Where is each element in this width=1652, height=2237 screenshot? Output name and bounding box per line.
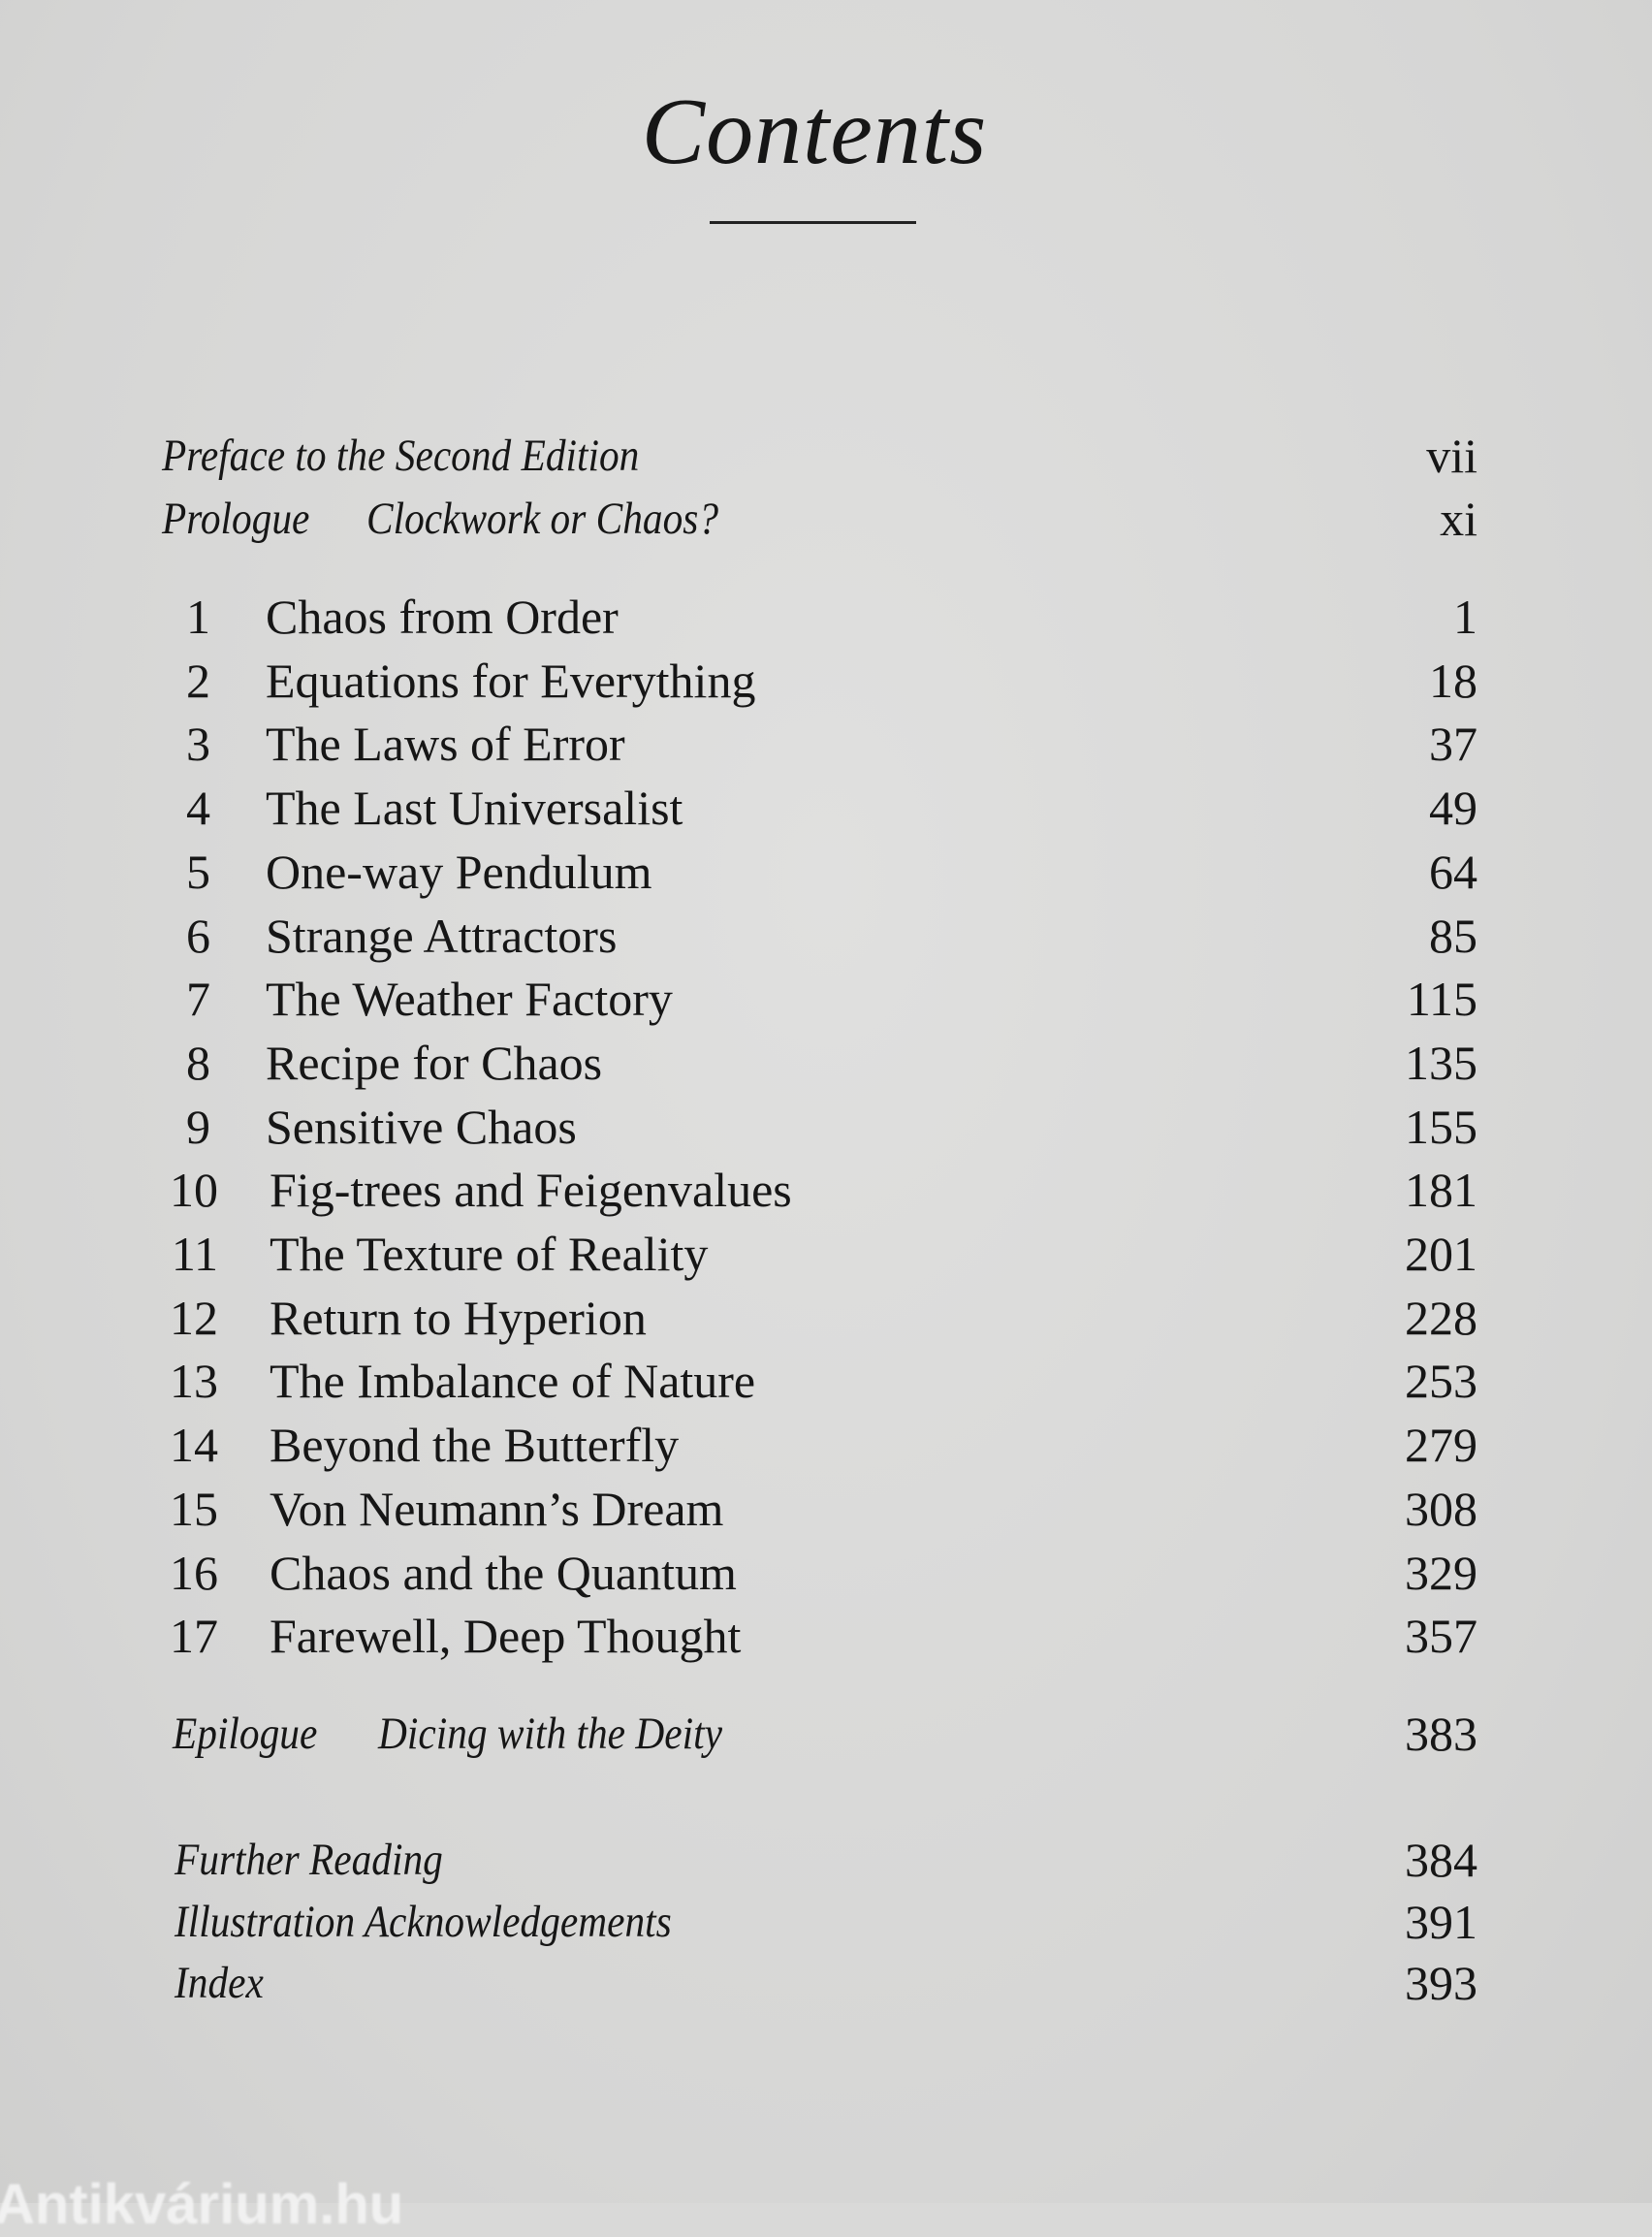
toc-entry-chapter: 16 Chaos and the Quantum 329 (0, 1544, 1652, 1602)
entry-label: Epilogue (173, 1709, 318, 1759)
page-number: 135 (1405, 1035, 1477, 1090)
page-number: 155 (1405, 1099, 1477, 1154)
chapter-number: 12 (170, 1290, 218, 1345)
page-number: 391 (1405, 1894, 1477, 1949)
toc-entry-chapter: 8 Recipe for Chaos 135 (0, 1034, 1652, 1092)
toc-entry-epilogue: Epilogue Dicing with the Deity 383 (0, 1705, 1652, 1763)
toc-entry-chapter: 1 Chaos from Order 1 (0, 588, 1652, 646)
chapter-title: Farewell, Deep Thought (270, 1609, 742, 1664)
page-title: Contents (641, 80, 988, 184)
entry-label: Preface to the Second Edition (162, 431, 640, 481)
toc-entry-back-matter: Index 393 (0, 1954, 1652, 2012)
chapter-title: Return to Hyperion (270, 1290, 647, 1345)
chapter-title: Equations for Everything (266, 653, 756, 708)
chapter-number: 3 (186, 717, 210, 772)
toc-entry-chapter: 4 The Last Universalist 49 (0, 779, 1652, 837)
page-number: 181 (1405, 1163, 1477, 1218)
page-number: 357 (1405, 1609, 1477, 1664)
chapter-number: 11 (171, 1227, 218, 1281)
chapter-title: Fig-trees and Feigenvalues (270, 1163, 792, 1218)
chapter-number: 10 (170, 1163, 218, 1218)
toc-entry-chapter: 5 One-way Pendulum 64 (0, 843, 1652, 901)
chapter-title: Sensitive Chaos (266, 1099, 577, 1154)
toc-entry-back-matter: Illustration Acknowledgements 391 (0, 1893, 1652, 1951)
toc-entry-prologue: Prologue Clockwork or Chaos? xi (0, 490, 1652, 548)
page-number: 383 (1405, 1707, 1477, 1761)
entry-label: Further Reading (175, 1835, 443, 1885)
page-number: 64 (1429, 844, 1477, 899)
page-number: 1 (1453, 590, 1477, 644)
chapter-number: 17 (170, 1609, 218, 1664)
toc-entry-chapter: 15 Von Neumann’s Dream 308 (0, 1480, 1652, 1538)
page-number: 115 (1406, 972, 1477, 1027)
chapter-title: The Laws of Error (266, 717, 625, 772)
chapter-number: 5 (186, 844, 210, 899)
toc-entry-chapter: 2 Equations for Everything 18 (0, 652, 1652, 710)
toc-entry-chapter: 7 The Weather Factory 115 (0, 970, 1652, 1028)
toc-entry-chapter: 9 Sensitive Chaos 155 (0, 1098, 1652, 1156)
chapter-number: 4 (186, 781, 210, 836)
chapter-number: 8 (186, 1035, 210, 1090)
page-number: 308 (1405, 1481, 1477, 1536)
page-number: vii (1426, 429, 1477, 483)
page-number: 253 (1405, 1354, 1477, 1409)
chapter-number: 1 (186, 590, 210, 644)
chapter-number: 13 (170, 1354, 218, 1409)
watermark: Antikvárium.hu (0, 2173, 404, 2236)
toc-entry-preface: Preface to the Second Edition vii (0, 427, 1652, 485)
toc-entry-chapter: 14 Beyond the Butterfly 279 (0, 1416, 1652, 1474)
chapter-number: 14 (170, 1418, 218, 1473)
toc-entry-chapter: 12 Return to Hyperion 228 (0, 1289, 1652, 1347)
entry-label: Index (175, 1958, 264, 2008)
entry-label: Illustration Acknowledgements (175, 1896, 672, 1947)
page-number: 85 (1429, 908, 1477, 963)
page-number: 201 (1405, 1227, 1477, 1281)
entry-subtitle: Clockwork or Chaos? (366, 494, 719, 544)
chapter-number: 6 (186, 908, 210, 963)
page-number: 279 (1405, 1418, 1477, 1473)
chapter-title: Strange Attractors (266, 908, 618, 963)
entry-label: Prologue (162, 494, 310, 544)
chapter-title: The Texture of Reality (270, 1227, 709, 1281)
title-rule (710, 221, 916, 224)
toc-entry-chapter: 10 Fig-trees and Feigenvalues 181 (0, 1161, 1652, 1219)
toc-entry-chapter: 13 The Imbalance of Nature 253 (0, 1352, 1652, 1410)
entry-subtitle: Dicing with the Deity (378, 1709, 722, 1759)
page-number: 384 (1405, 1833, 1477, 1887)
chapter-title: Recipe for Chaos (266, 1035, 603, 1090)
toc-entry-chapter: 11 The Texture of Reality 201 (0, 1225, 1652, 1283)
page-number: xi (1440, 492, 1477, 546)
chapter-number: 16 (170, 1545, 218, 1600)
page-number: 393 (1405, 1956, 1477, 2010)
chapter-title: The Last Universalist (266, 781, 683, 836)
chapter-number: 2 (186, 653, 210, 708)
toc-entry-chapter: 17 Farewell, Deep Thought 357 (0, 1607, 1652, 1665)
chapter-title: The Imbalance of Nature (270, 1354, 756, 1409)
page-number: 228 (1405, 1290, 1477, 1345)
chapter-title: The Weather Factory (266, 972, 673, 1027)
chapter-title: Beyond the Butterfly (270, 1418, 680, 1473)
chapter-title: One-way Pendulum (266, 844, 652, 899)
page-number: 329 (1405, 1545, 1477, 1600)
chapter-number: 15 (170, 1481, 218, 1536)
toc-entry-chapter: 6 Strange Attractors 85 (0, 907, 1652, 965)
page-number: 18 (1429, 653, 1477, 708)
toc-entry-chapter: 3 The Laws of Error 37 (0, 715, 1652, 773)
page-number: 49 (1429, 781, 1477, 836)
chapter-title: Von Neumann’s Dream (270, 1481, 724, 1536)
chapter-title: Chaos from Order (266, 590, 619, 644)
chapter-title: Chaos and the Quantum (270, 1545, 737, 1600)
chapter-number: 7 (186, 972, 210, 1027)
toc-entry-back-matter: Further Reading 384 (0, 1831, 1652, 1889)
page-number: 37 (1429, 717, 1477, 772)
chapter-number: 9 (186, 1099, 210, 1154)
